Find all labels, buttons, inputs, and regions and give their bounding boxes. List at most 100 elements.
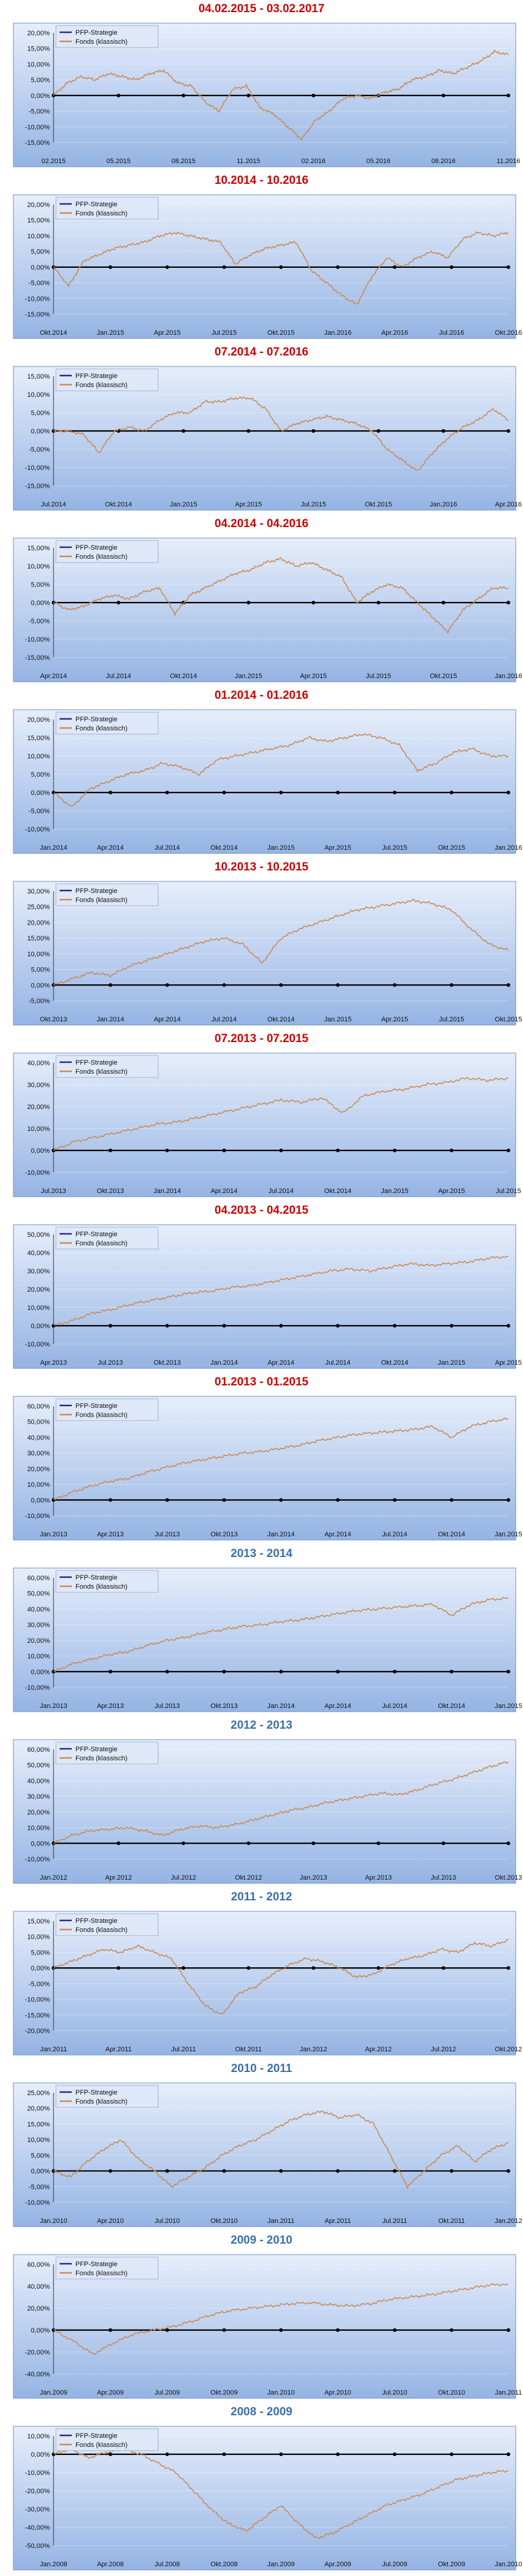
y-tick-label: 0,00% [31,789,50,797]
x-tick-mark [449,1324,454,1328]
chart-panel: 60,00% 50,00% 40,00% 30,00% 20,00% 10,00% 0,00… [0,1717,523,1888]
y-tick-label: 5,00% [31,581,50,589]
chart-panel: 15,00% 10,00% 5,00% 0,00% -5,00% -10,00% -15,0… [0,515,523,687]
x-tick-label: Jan.2014 [210,1359,238,1367]
chart-panel: 20,00% 15,00% 10,00% 5,00% 0,00% -5,00% -10,00… [0,172,523,343]
x-tick-mark [279,2452,283,2456]
x-tick-label: Jan.2015 [170,501,197,508]
x-tick-mark [449,2452,454,2456]
x-tick-label: Apr.2013 [97,1703,123,1710]
chart-title: 04.2014 - 04.2016 [214,517,309,530]
chart-panel: 20,00% 15,00% 10,00% 5,00% 0,00% -5,00% -10,00… [0,687,523,858]
x-tick-label: 11.2016 [497,158,521,165]
chart-title: 2010 - 2011 [230,2062,293,2075]
chart-title: 07.2014 - 07.2016 [214,346,309,359]
x-tick-label: Jul.2015 [496,1188,521,1195]
y-tick-label: -15,00% [25,2012,50,2019]
x-tick-label: Jan.2013 [40,1531,67,1538]
x-tick-label: Apr.2013 [40,1359,67,1367]
x-tick-label: Okt.2013 [154,1359,181,1367]
x-tick-label: Apr.2013 [97,1531,123,1538]
x-tick-mark [449,983,454,987]
y-tick-label: 0,00% [31,2451,50,2459]
legend-label: PFP-Strategie [75,1059,117,1066]
x-tick-mark [246,429,251,433]
x-tick-label: Jul.2014 [268,1188,294,1195]
y-tick-label: 0,00% [31,1147,50,1155]
x-tick-label: Apr.2013 [365,1874,392,1881]
x-tick-label: Apr.2011 [105,2046,131,2053]
series-line-fonds [53,2110,509,2189]
legend-box [55,540,159,563]
x-tick-mark [507,2169,510,2173]
x-tick-mark [442,93,446,97]
legend-box [55,1570,159,1593]
chart-svg: 60,00% 50,00% 40,00% 30,00% 20,00% 10,00% 0,00… [13,1567,522,1712]
chart-svg: 15,00% 10,00% 5,00% 0,00% -5,00% -10,00% -15,0… [13,366,522,511]
x-tick-mark [449,791,454,794]
x-tick-mark [181,1841,185,1846]
y-tick-label: -20,00% [25,2349,50,2356]
x-tick-label: Jul.2015 [365,673,391,680]
x-tick-mark [108,1149,113,1152]
x-tick-label: Jan.2013 [40,1703,67,1710]
x-tick-mark [336,1498,340,1502]
x-tick-label: Jan.2015 [494,1703,522,1710]
legend-box [55,1913,159,1936]
chart-svg: 60,00% 40,00% 20,00% 0,00% -20,00% -40,00% Jan… [13,2254,522,2399]
legend-box [55,197,159,220]
x-tick-mark [165,1324,169,1328]
y-tick-label: -5,00% [29,808,50,815]
legend-label: Fonds (klassisch) [75,725,128,732]
legend-label: PFP-Strategie [75,716,117,723]
x-tick-label: Jan.2009 [40,2389,67,2396]
x-tick-mark [393,2169,397,2173]
series-line-fonds [53,2283,509,2355]
x-tick-mark [336,2452,340,2456]
y-tick-label: -10,00% [25,826,50,833]
legend: PFP-Strategie Fonds (klassisch) [55,1913,159,1936]
y-tick-label: -20,00% [25,2488,50,2495]
y-tick-label: 30,00% [27,1450,50,1457]
x-tick-label: Okt.2015 [268,329,295,337]
y-tick-label: 5,00% [31,967,50,974]
x-tick-mark [393,2328,397,2332]
y-tick-label: 10,00% [27,233,50,240]
x-tick-mark [442,1966,446,1970]
legend-label: Fonds (klassisch) [75,1412,128,1419]
chart-svg: 60,00% 50,00% 40,00% 30,00% 20,00% 10,00% 0,00… [13,1396,522,1541]
y-tick-label: 40,00% [27,1250,50,1257]
x-tick-mark [279,2328,283,2332]
series-line-fonds [53,396,509,471]
x-tick-mark [165,2169,169,2173]
y-tick-label: 0,00% [31,1668,50,1676]
y-tick-label: 50,00% [27,1762,50,1769]
x-tick-label: Jul.2013 [98,1359,123,1367]
y-tick-label: 0,00% [31,2327,50,2334]
y-tick-label: 0,00% [31,1840,50,1847]
x-tick-mark [449,265,454,269]
x-tick-mark [222,1670,226,1674]
y-tick-label: 5,00% [31,771,50,779]
chart-svg: 40,00% 30,00% 20,00% 10,00% 0,00% -10,00% Jul.… [13,1052,521,1197]
y-tick-label: -5,00% [29,1981,50,1988]
x-tick-mark [222,1149,226,1152]
x-tick-label: 05.2016 [366,158,390,165]
x-tick-mark [165,791,169,794]
y-tick-label: 5,00% [31,2152,50,2160]
y-tick-label: -10,00% [25,1169,50,1177]
x-tick-label: Jul.2013 [431,1874,456,1881]
y-tick-label: -10,00% [25,1341,50,1348]
x-tick-label: Okt.2012 [235,1874,262,1881]
legend: PFP-Strategie Fonds (klassisch) [55,2085,159,2108]
x-tick-label: Jul.2011 [383,2217,407,2225]
x-tick-label: Apr.2015 [495,1359,522,1367]
y-tick-label: -15,00% [25,654,50,662]
x-tick-label: Jan.2012 [40,1874,67,1881]
y-tick-label: -10,00% [25,1997,50,2004]
x-tick-label: Jan.2014 [153,1188,181,1195]
x-tick-label: Jul.2014 [382,1531,407,1538]
y-tick-label: 60,00% [27,1575,50,1582]
x-tick-mark [279,1149,283,1152]
chart-title: 04.2013 - 04.2015 [214,1204,309,1217]
